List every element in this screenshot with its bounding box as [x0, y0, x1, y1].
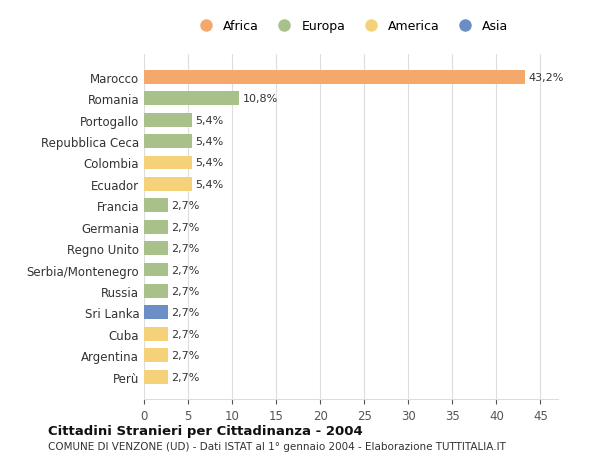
Text: 43,2%: 43,2%: [528, 73, 563, 83]
Bar: [144, 92, 239, 106]
Bar: [144, 220, 168, 234]
Bar: [144, 306, 168, 319]
Text: 2,7%: 2,7%: [172, 286, 200, 296]
Bar: [144, 370, 168, 384]
Text: 5,4%: 5,4%: [195, 158, 223, 168]
Bar: [144, 284, 168, 298]
Text: 2,7%: 2,7%: [172, 244, 200, 253]
Text: 2,7%: 2,7%: [172, 222, 200, 232]
Bar: [144, 327, 168, 341]
Text: 5,4%: 5,4%: [195, 115, 223, 125]
Bar: [144, 156, 191, 170]
Bar: [144, 71, 524, 84]
Text: COMUNE DI VENZONE (UD) - Dati ISTAT al 1° gennaio 2004 - Elaborazione TUTTITALIA: COMUNE DI VENZONE (UD) - Dati ISTAT al 1…: [48, 441, 506, 451]
Text: Cittadini Stranieri per Cittadinanza - 2004: Cittadini Stranieri per Cittadinanza - 2…: [48, 424, 363, 437]
Bar: [144, 348, 168, 362]
Text: 5,4%: 5,4%: [195, 179, 223, 190]
Text: 2,7%: 2,7%: [172, 308, 200, 318]
Bar: [144, 263, 168, 277]
Text: 5,4%: 5,4%: [195, 137, 223, 147]
Text: 2,7%: 2,7%: [172, 350, 200, 360]
Bar: [144, 178, 191, 191]
Bar: [144, 113, 191, 127]
Legend: Africa, Europa, America, Asia: Africa, Europa, America, Asia: [190, 17, 512, 37]
Text: 2,7%: 2,7%: [172, 329, 200, 339]
Bar: [144, 241, 168, 256]
Bar: [144, 135, 191, 149]
Text: 10,8%: 10,8%: [242, 94, 278, 104]
Text: 2,7%: 2,7%: [172, 201, 200, 211]
Bar: [144, 199, 168, 213]
Text: 2,7%: 2,7%: [172, 265, 200, 275]
Text: 2,7%: 2,7%: [172, 372, 200, 382]
